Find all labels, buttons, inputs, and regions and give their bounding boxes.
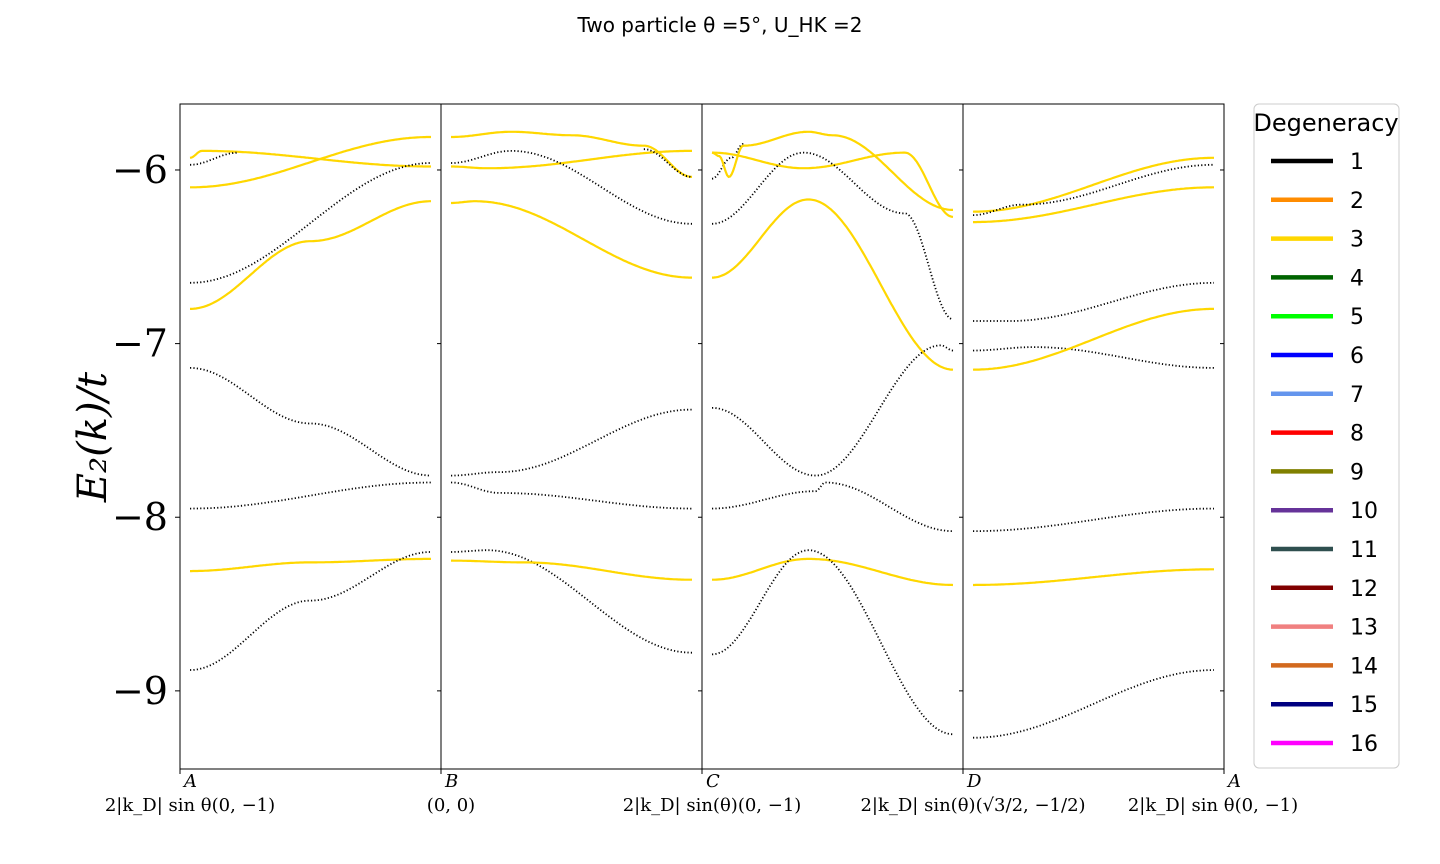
band-line-deg3 [972, 156, 1214, 213]
legend-item: 11 [1271, 538, 1378, 563]
panel-frame [962, 103, 1225, 770]
band-line-deg3 [451, 559, 692, 581]
band-line-deg1 [451, 149, 692, 225]
band-line-deg1 [190, 366, 432, 477]
band-line-deg1 [190, 481, 431, 510]
legend-label: 2 [1350, 189, 1364, 214]
band-line-deg3 [973, 568, 1214, 587]
band-line-deg3 [451, 130, 693, 178]
panel-frame [701, 103, 964, 770]
legend-item: 14 [1271, 654, 1378, 679]
legend-label: 3 [1350, 228, 1364, 253]
panel-d-a [962, 103, 1225, 770]
band-line-deg1 [190, 551, 431, 671]
band-line-deg3 [451, 200, 692, 279]
chart-title: Two particle θ =5°, U_HK =2 [576, 13, 862, 37]
x-tick-point-label: C [706, 771, 720, 792]
legend-label: 12 [1350, 577, 1378, 602]
legend-item: 7 [1271, 383, 1364, 408]
band-line-deg3 [451, 149, 692, 170]
legend-title: Degeneracy [1253, 109, 1398, 137]
band-line-deg3 [190, 557, 431, 573]
band-line-deg3 [973, 186, 1214, 224]
y-tick-label: −7 [112, 322, 168, 366]
legend-label: 16 [1350, 732, 1378, 757]
legend-label: 7 [1350, 383, 1364, 408]
band-line-deg1 [712, 151, 954, 321]
legend-item: 15 [1271, 693, 1378, 718]
band-line-deg1 [973, 669, 1214, 739]
legend-label: 13 [1350, 616, 1378, 641]
band-line-deg1 [973, 163, 1214, 217]
x-tick-coordinate-label: 2|k_D| sin θ(0, −1) [105, 795, 275, 816]
legend-box [1253, 103, 1400, 769]
legend-item: 4 [1271, 266, 1364, 291]
band-line-deg1 [711, 142, 744, 180]
x-tick-point-label: A [1226, 771, 1241, 792]
band-line-deg1 [973, 507, 1214, 532]
y-tick-label: −8 [112, 495, 168, 539]
legend-item: 13 [1271, 616, 1378, 641]
legend-item: 16 [1271, 732, 1378, 757]
band-line-deg3 [712, 198, 954, 371]
band-line-deg3 [190, 135, 431, 189]
band-line-deg1 [973, 281, 1214, 322]
x-tick-point-label: B [444, 771, 458, 792]
panel-c-d [701, 103, 964, 770]
plot-area [179, 103, 1225, 770]
legend-item: 1 [1271, 150, 1364, 175]
legend-label: 14 [1350, 654, 1378, 679]
x-axis-ticks: A 2|k_D| sin θ(0, −1) B (0, 0) C 2|k_D| sin(θ… [105, 769, 1298, 816]
legend-label: 1 [1350, 150, 1364, 175]
band-line-deg3 [190, 200, 431, 310]
legend-item: 10 [1271, 499, 1378, 524]
x-tick-coordinate-label: 2|k_D| sin(θ)(√3/2, −1/2) [860, 795, 1085, 816]
legend-label: 4 [1350, 266, 1364, 291]
x-tick-coordinate-label: (0, 0) [427, 795, 475, 816]
band-line-deg3 [712, 151, 954, 218]
legend-label: 5 [1350, 305, 1364, 330]
band-line-deg3 [711, 130, 953, 211]
legend-label: 15 [1350, 693, 1378, 718]
y-tick-label: −9 [112, 669, 168, 713]
panel-b-c [440, 103, 703, 770]
x-tick-coordinate-label: 2|k_D| sin(θ)(0, −1) [623, 795, 802, 816]
band-line-deg1 [712, 344, 954, 477]
legend-item: 9 [1271, 460, 1364, 485]
legend-label: 9 [1350, 460, 1364, 485]
x-tick-point-label: A [182, 771, 197, 792]
legend-item: 3 [1271, 228, 1364, 253]
band-line-deg1 [711, 549, 954, 736]
legend-label: 11 [1350, 538, 1378, 563]
y-axis-label: E₂(k)/t [70, 371, 116, 503]
x-tick-coordinate-label: 2|k_D| sin θ(0, −1) [1128, 795, 1298, 816]
y-axis-ticks: −6 −7 −8 −9 [112, 148, 180, 713]
y-tick-label: −6 [112, 148, 168, 192]
legend-item: 12 [1271, 577, 1378, 602]
legend-item: 6 [1271, 344, 1364, 369]
x-tick-point-label: D [966, 771, 982, 792]
panel-frame [179, 103, 442, 770]
legend-item: 5 [1271, 305, 1364, 330]
band-line-deg3 [189, 149, 431, 168]
panel-a-b [179, 103, 442, 770]
legend-label: 10 [1350, 499, 1378, 524]
band-line-deg1 [972, 346, 1214, 369]
legend-item: 2 [1271, 189, 1364, 214]
legend-label: 8 [1350, 422, 1364, 447]
band-line-deg1 [190, 162, 431, 284]
band-line-deg3 [972, 307, 1214, 371]
legend-item: 8 [1271, 422, 1364, 447]
band-line-deg1 [451, 549, 692, 654]
band-line-deg1 [451, 408, 692, 477]
band-line-deg3 [712, 557, 954, 587]
band-line-deg1 [711, 481, 953, 532]
legend-label: 6 [1350, 344, 1364, 369]
panel-frame [440, 103, 703, 770]
band-line-deg1 [451, 481, 692, 510]
